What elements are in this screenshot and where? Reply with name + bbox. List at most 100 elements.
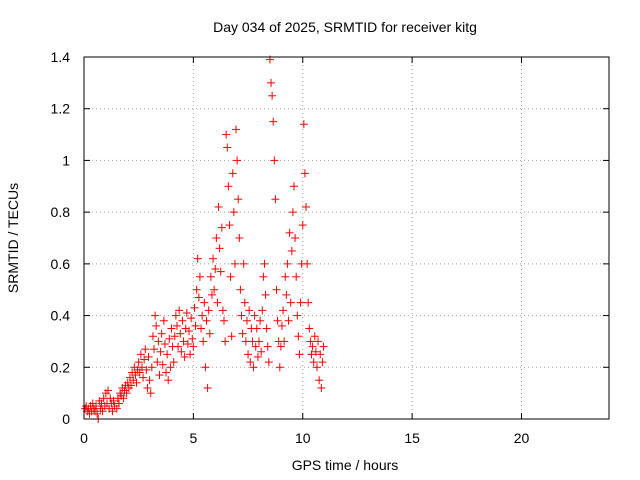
data-point (276, 342, 285, 351)
data-point (195, 272, 204, 281)
data-point (268, 91, 277, 100)
x-tick-label: 0 (80, 430, 88, 446)
data-point (287, 246, 296, 255)
data-point (283, 259, 292, 268)
data-point (140, 355, 149, 364)
data-point (275, 363, 284, 372)
data-point (209, 254, 218, 263)
data-point (227, 332, 236, 341)
data-point (192, 285, 201, 294)
y-tick-label: 0.2 (51, 359, 71, 375)
data-point (180, 352, 189, 361)
x-tick-label: 10 (295, 430, 311, 446)
data-point (303, 259, 312, 268)
data-point (207, 290, 216, 299)
y-tick-label: 0.6 (51, 256, 71, 272)
data-point (291, 234, 300, 242)
data-point (194, 293, 203, 302)
data-point (214, 202, 223, 211)
data-point (170, 332, 179, 341)
data-point (131, 371, 140, 380)
data-point (164, 376, 173, 385)
data-point (267, 78, 276, 87)
data-point (302, 202, 311, 211)
data-point (134, 358, 143, 367)
data-point (150, 345, 158, 354)
data-point (104, 386, 113, 395)
data-point (154, 337, 163, 346)
data-point (206, 272, 215, 281)
data-point (237, 311, 246, 320)
data-point (264, 358, 273, 367)
data-point (277, 321, 286, 330)
data-point (178, 316, 187, 325)
data-point (221, 337, 230, 346)
data-point (172, 321, 181, 330)
y-axis-label: SRMTID / TECUs (5, 183, 21, 293)
data-point (122, 389, 131, 398)
data-point (167, 324, 176, 333)
data-point (200, 298, 209, 307)
data-point (229, 208, 238, 217)
data-point (205, 329, 214, 338)
data-point (259, 272, 268, 281)
data-point (171, 311, 180, 320)
data-point (282, 290, 291, 299)
tick-labels: 0 0.2 0.4 0.6 0.8 1 1.2 1.4 0 5 10 15 20 (51, 49, 530, 446)
data-point (311, 347, 320, 356)
x-tick-label: 15 (404, 430, 420, 446)
data-point (292, 272, 301, 281)
data-point (93, 409, 102, 418)
data-point (193, 254, 202, 263)
data-point (98, 407, 107, 416)
data-point (316, 350, 325, 359)
data-point (145, 376, 154, 385)
data-point (136, 350, 145, 359)
data-point (250, 311, 259, 320)
data-point (309, 358, 318, 367)
data-point (253, 352, 262, 361)
data-point (232, 125, 241, 134)
data-point (216, 267, 225, 276)
data-point (249, 363, 258, 372)
data-point (191, 321, 200, 330)
data-point (203, 383, 212, 392)
data-point (261, 290, 270, 299)
data-point (256, 316, 265, 325)
data-point (166, 363, 175, 372)
data-point (152, 321, 161, 330)
data-point (272, 285, 281, 294)
data-point (310, 332, 319, 341)
data-point (285, 228, 294, 237)
data-point (286, 298, 295, 307)
data-point (230, 259, 239, 268)
data-point (127, 381, 136, 390)
data-point (314, 337, 323, 346)
x-tick-label: 5 (189, 430, 197, 446)
plot-area-frame (83, 56, 610, 420)
data-point (233, 156, 242, 165)
y-tick-label: 1.2 (51, 101, 71, 117)
data-point (260, 259, 269, 268)
data-point (271, 195, 280, 204)
data-point (119, 394, 128, 403)
data-point (300, 169, 309, 178)
data-point (318, 358, 327, 367)
data-point (242, 316, 251, 325)
data-point (228, 169, 237, 178)
data-point (284, 316, 293, 325)
data-point (204, 306, 213, 315)
data-point (189, 342, 198, 351)
data-point (263, 342, 272, 351)
data-point (169, 358, 178, 367)
data-point (157, 329, 166, 338)
data-point (160, 340, 169, 349)
data-point (290, 182, 298, 191)
data-point (235, 234, 244, 242)
data-point (109, 396, 118, 405)
data-point (159, 316, 168, 325)
data-point (156, 347, 165, 356)
data-point (236, 285, 245, 294)
data-point (304, 298, 313, 307)
